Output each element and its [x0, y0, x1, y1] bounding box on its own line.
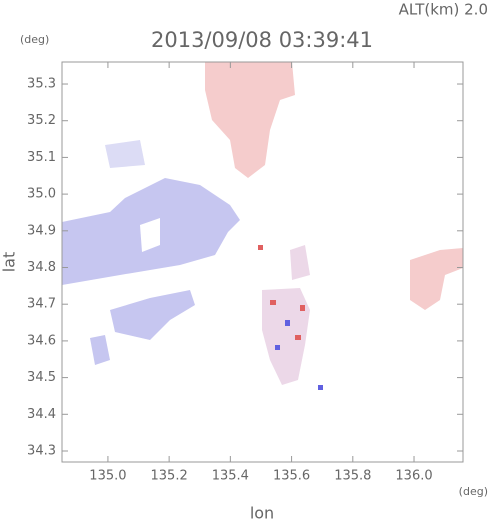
y-tick-label: 34.9	[27, 223, 56, 238]
speckle	[270, 300, 276, 305]
x-tick-label: 135.2	[151, 469, 188, 484]
x-tick-label: 135.8	[334, 469, 371, 484]
x-unit: (deg)	[459, 485, 488, 498]
speckle	[318, 385, 323, 390]
x-tick-label: 135.6	[273, 469, 310, 484]
mixed-echo	[290, 245, 310, 280]
altitude: ALT(km) 2.0	[399, 1, 488, 19]
blue-echo	[90, 335, 110, 365]
red-echo	[410, 248, 463, 310]
x-axis-label: lon	[250, 504, 274, 522]
speckle	[258, 245, 263, 250]
y-tick-label: 34.6	[27, 333, 56, 348]
speckle	[275, 345, 280, 350]
chart-title: 2013/09/08 03:39:41	[151, 28, 373, 52]
mixed-echo	[262, 288, 310, 385]
y-tick-label: 35.0	[27, 187, 56, 202]
y-tick-label: 34.8	[27, 260, 56, 275]
x-tick-label: 136.0	[395, 469, 432, 484]
y-tick-label: 35.1	[27, 150, 56, 165]
x-tick-label: 135.4	[212, 469, 249, 484]
y-tick-label: 34.3	[27, 443, 56, 458]
blue-echo	[105, 140, 145, 168]
y-tick-label: 34.5	[27, 370, 56, 385]
speckle	[295, 335, 301, 340]
echo-field	[62, 62, 463, 390]
y-tick-label: 35.3	[27, 77, 56, 92]
speckle	[300, 305, 305, 311]
red-echo	[205, 62, 295, 178]
speckle	[285, 320, 290, 326]
y-axis-label: lat	[0, 252, 19, 273]
y-unit: (deg)	[20, 33, 49, 46]
y-tick-label: 34.7	[27, 297, 56, 312]
y-tick-label: 34.4	[27, 407, 56, 422]
plot-frame	[61, 61, 464, 463]
y-tick-label: 35.2	[27, 113, 56, 128]
x-tick-label: 135.0	[89, 469, 126, 484]
gap	[140, 218, 160, 252]
blue-echo	[110, 290, 195, 340]
